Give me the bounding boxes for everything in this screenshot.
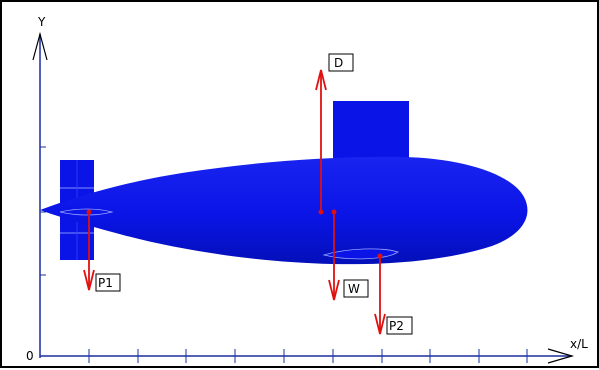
label-W: W	[343, 279, 369, 298]
svg-text:W: W	[348, 282, 360, 296]
force-P2-arrowhead	[374, 313, 386, 335]
force-point-P1	[86, 209, 92, 215]
svg-text:P1: P1	[98, 276, 113, 290]
sail	[333, 101, 409, 161]
label-P2: P2	[386, 316, 413, 335]
svg-text:P2: P2	[389, 319, 404, 333]
origin-label: 0	[26, 349, 34, 363]
hull-highlight	[59, 208, 114, 216]
label-D: D	[328, 53, 354, 72]
force-point-D	[318, 209, 324, 215]
y-axis-arrowhead	[32, 31, 48, 61]
svg-text:D: D	[334, 56, 343, 70]
force-point-P2	[377, 253, 383, 259]
submarine-hull	[40, 156, 528, 265]
force-W-arrowhead	[328, 279, 340, 301]
force-D-arrowhead	[315, 69, 327, 91]
y-axis-label: Y	[37, 15, 46, 29]
label-P1: P1	[95, 273, 121, 292]
force-P1-arrowhead	[83, 269, 95, 291]
x-axis-label: x/L	[570, 337, 588, 351]
x-ticks	[88, 349, 528, 363]
x-axis-arrowhead	[547, 348, 575, 364]
force-point-W	[331, 209, 337, 215]
